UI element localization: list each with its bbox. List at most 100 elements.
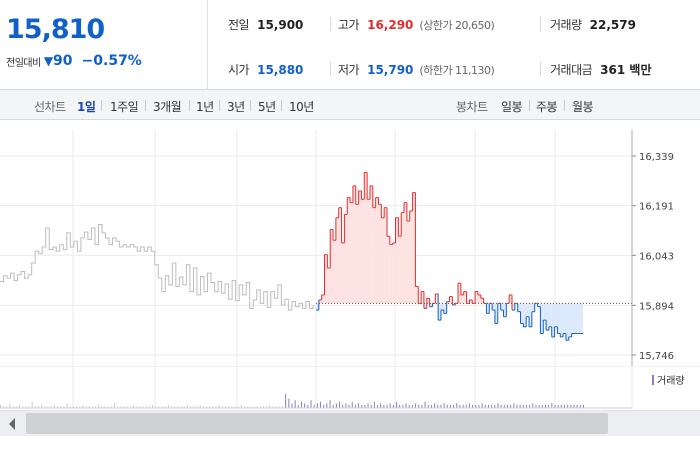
up-fill [335,217,339,304]
down-fill [565,303,569,341]
volume-bar [256,406,258,408]
up-fill [318,299,322,304]
volume-bar [297,404,299,408]
quote-panel: 15,810 전일대비 ▼ 90 −0.57% 전일 15,900 고가 16,… [0,0,700,90]
volume-bar [167,404,169,408]
volume-bar [183,406,185,408]
scroll-left-button[interactable] [0,411,24,436]
volume-bar [323,404,325,408]
up-fill [463,291,467,304]
volume-bar [541,404,543,408]
up-fill [406,221,410,304]
volume-bar [494,404,496,408]
volume-bar [380,403,382,408]
y-tick-label: 16,339 [639,152,674,163]
volume-bar [446,404,448,408]
period-3m[interactable]: 3개월 [153,100,182,114]
y-tick-label: 15,746 [639,351,674,362]
divider [540,17,541,31]
period-1y[interactable]: 1년 [196,100,214,114]
volume-bar [453,404,455,408]
volume-bar [310,400,312,408]
up-fill [435,293,439,304]
chart-lines [0,171,632,341]
volume-bar [19,404,21,408]
down-fill [577,303,581,334]
volume-bar [139,406,141,408]
volume-bar [218,404,220,408]
volume-bar [101,406,103,408]
volume-bar [47,406,49,408]
divider [145,100,146,111]
scroll-thumb[interactable] [26,413,608,434]
volume-bar [231,406,233,408]
divider [281,100,282,111]
stat-value: 15,900 [257,18,304,32]
volume-bar [538,404,540,408]
volume-bar [418,404,420,408]
volume-bar [491,404,493,408]
period-1d[interactable]: 1일 [77,100,96,114]
volume-bar [326,403,328,408]
divider [101,100,102,111]
stat-low: 저가 15,790 (하한가 11,130) [338,61,495,78]
period-3y[interactable]: 3년 [227,100,245,114]
volume-bar [449,404,451,408]
up-fill [347,197,351,304]
volume-bar [472,404,474,408]
volume-bar [243,406,245,408]
volume-bar [190,406,192,408]
volume-bar [275,406,277,408]
volume-bar [427,404,429,408]
period-1w[interactable]: 1주일 [110,100,139,114]
volume-bar [202,406,204,408]
stat-label: 고가 [338,18,360,32]
volume-bar [234,406,236,408]
up-fill [350,202,353,304]
volume-bar [193,406,195,408]
volume-bar [437,404,439,408]
candle-weekly[interactable]: 주봉 [536,100,558,114]
volume-bar [171,406,173,408]
volume-bar [516,404,518,408]
up-fill [480,298,484,304]
volume-bar [174,406,176,408]
volume-bar [342,404,344,408]
volume-bar [484,404,486,408]
volume-bar [510,404,512,408]
period-10y[interactable]: 10년 [289,100,314,114]
up-fill [375,197,379,304]
chart-grid [0,130,633,366]
volume-bar [281,406,283,408]
up-fill [398,236,402,304]
volume-bar [57,406,59,408]
chart-scrollbar[interactable] [0,410,700,436]
up-fill [421,291,424,304]
stat-value: 15,790 [367,63,414,77]
volume-bar [164,406,166,408]
up-fill [341,242,345,304]
period-5y[interactable]: 5년 [258,100,276,114]
y-axis: 16,339 16,191 16,043 15,894 15,746 [631,130,674,366]
candle-daily[interactable]: 일봉 [501,100,523,114]
up-fill [321,294,325,304]
down-fill [486,303,490,314]
volume-bar [522,404,524,408]
up-fill [333,240,336,304]
volume-bar [465,404,467,408]
down-fill [438,303,441,321]
volume-bar [266,406,268,408]
down-fill [316,303,319,311]
previous-day-line [0,223,314,311]
down-arrow-icon: ▼ [43,54,54,68]
divider [219,100,220,111]
volume-bar [468,403,470,408]
volume-bar [339,401,341,408]
volume-bar [272,406,274,408]
volume-bar [392,404,394,408]
volume-bar [535,404,537,408]
volume-bar [320,401,322,408]
candle-monthly[interactable]: 월봉 [572,100,594,114]
volume-bar [9,403,11,408]
down-fill [574,303,578,334]
